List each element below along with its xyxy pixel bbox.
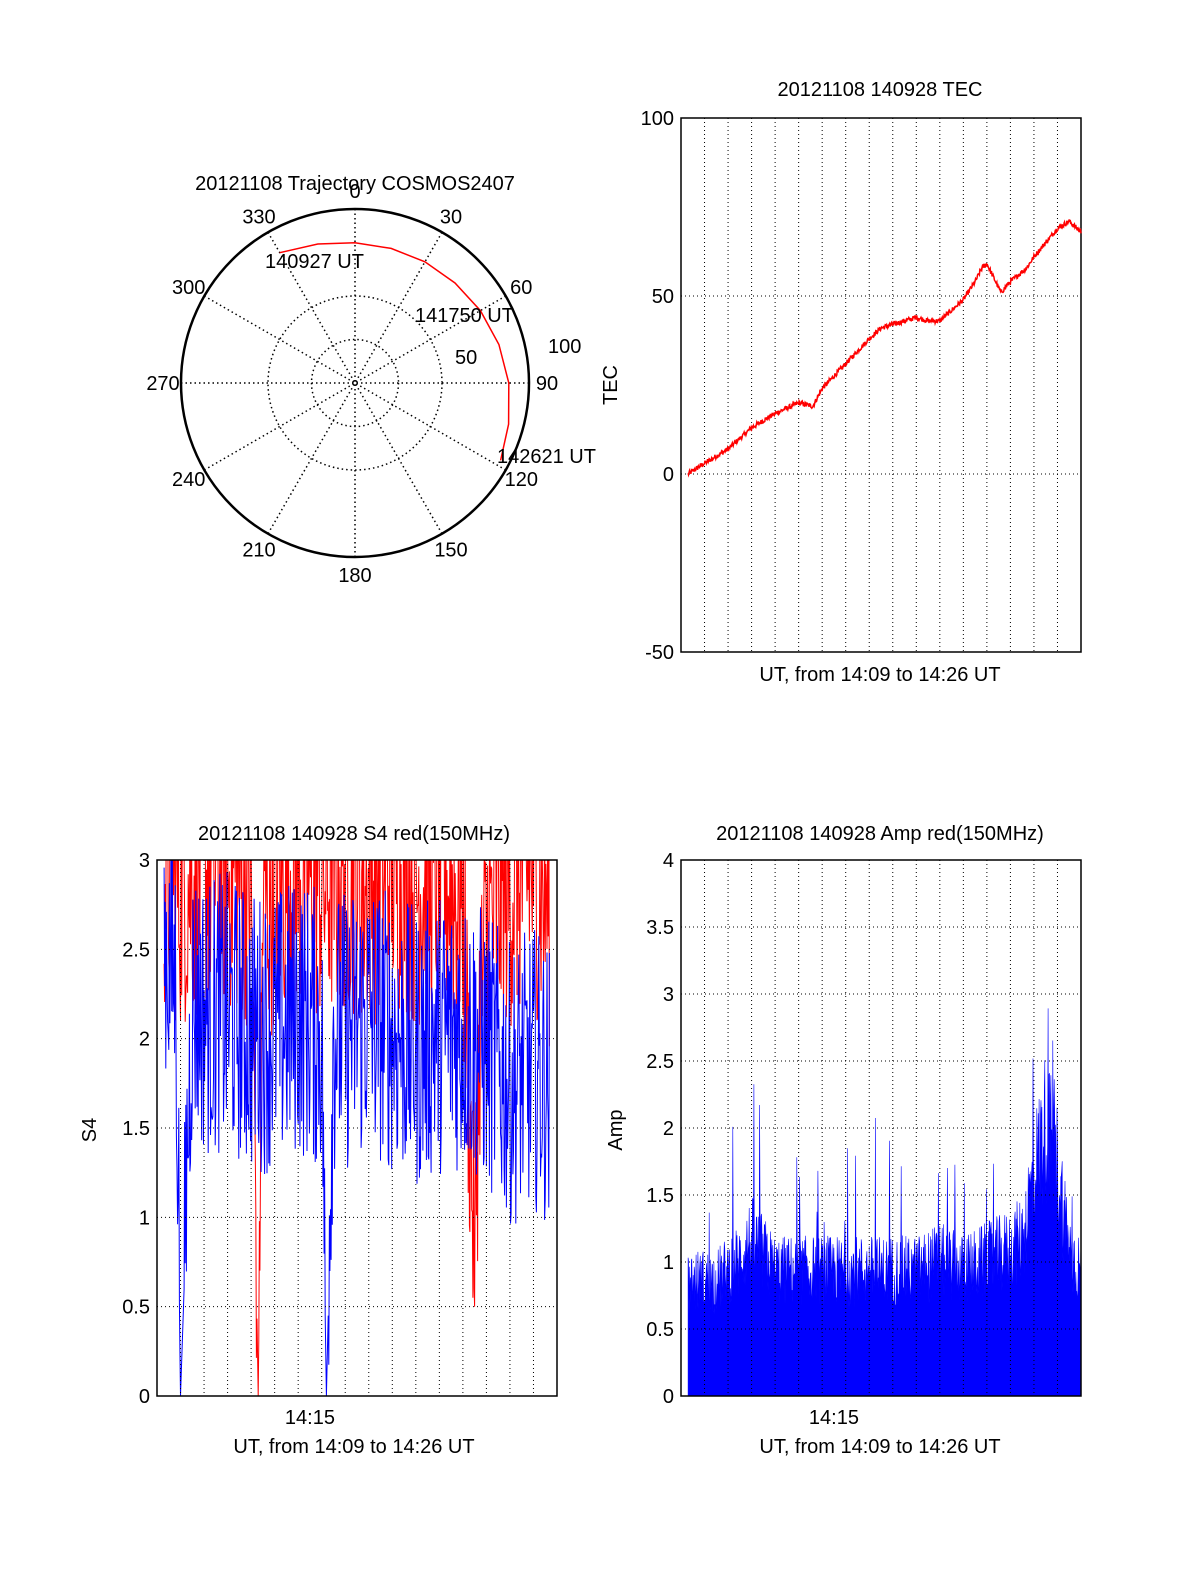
azimuth-label: 30 — [440, 207, 462, 229]
amp-bars — [687, 1008, 1082, 1397]
s4-ytick-label: 1.5 — [122, 1118, 150, 1140]
tec-line-chart: 20121108 140928 TEC UT, from 14:09 to 14… — [600, 79, 1082, 686]
amp-xtick-label: 14:15 — [809, 1407, 859, 1429]
tec-ytick-label: 0 — [663, 464, 674, 486]
azimuth-label: 330 — [242, 207, 275, 229]
tec-series-line — [687, 219, 1082, 478]
s4-ytick-label: 2 — [139, 1029, 150, 1051]
amp-ytick-label: 0.5 — [646, 1319, 674, 1341]
amp-ytick-label: 4 — [663, 850, 674, 872]
s4-ytick-label: 0.5 — [122, 1297, 150, 1319]
azimuth-label: 270 — [146, 373, 179, 395]
s4-ytick-label: 2.5 — [122, 939, 150, 961]
s4-ytick-label: 1 — [139, 1207, 150, 1229]
amp-xlabel: UT, from 14:09 to 14:26 UT — [759, 1436, 1000, 1458]
amp-ytick-label: 3 — [663, 984, 674, 1006]
amp-ytick-label: 1 — [663, 1252, 674, 1274]
azimuth-label: 90 — [536, 373, 558, 395]
amp-ytick-label: 2.5 — [646, 1051, 674, 1073]
radial-label: 100 — [548, 336, 581, 358]
amp-ylabel: Amp — [605, 1109, 627, 1150]
s4-ylabel: S4 — [79, 1118, 101, 1142]
tec-plot-frame — [680, 117, 1082, 653]
s4-series-group — [163, 860, 550, 1396]
azimuth-label: 0 — [349, 181, 360, 203]
tec-title: 20121108 140928 TEC — [778, 79, 983, 101]
tec-ylabel: TEC — [600, 365, 622, 405]
s4-title: 20121108 140928 S4 red(150MHz) — [198, 823, 510, 845]
amp-ytick-label: 0 — [663, 1386, 674, 1408]
azimuth-label: 150 — [434, 539, 467, 561]
trajectory-annotation: 141750 UT — [415, 305, 514, 327]
amp-bar-chart: 20121108 140928 Amp red(150MHz) UT, from… — [605, 823, 1082, 1458]
s4-ytick-label: 3 — [139, 850, 150, 872]
amp-ytick-label: 1.5 — [646, 1185, 674, 1207]
tec-ytick-label: 100 — [641, 108, 674, 130]
trajectory-annotation: 142621 UT — [497, 446, 596, 468]
radial-label: 50 — [455, 347, 477, 369]
azimuth-label: 120 — [505, 469, 538, 491]
s4-series-blue — [163, 860, 550, 1396]
trajectory-track — [279, 242, 510, 461]
azimuth-label: 180 — [338, 565, 371, 587]
s4-line-chart: 20121108 140928 S4 red(150MHz) UT, from … — [79, 823, 558, 1458]
amp-title: 20121108 140928 Amp red(150MHz) — [716, 823, 1044, 845]
trajectory-annotation: 140927 UT — [265, 251, 364, 273]
tec-xlabel: UT, from 14:09 to 14:26 UT — [759, 664, 1000, 686]
amp-ytick-label: 3.5 — [646, 917, 674, 939]
azimuth-label: 240 — [172, 469, 205, 491]
s4-ytick-label: 0 — [139, 1386, 150, 1408]
azimuth-label: 60 — [510, 277, 532, 299]
tec-ytick-label: -50 — [645, 642, 674, 664]
polar-grid-circle — [310, 338, 400, 428]
amp-ytick-label: 2 — [663, 1118, 674, 1140]
s4-xlabel: UT, from 14:09 to 14:26 UT — [233, 1436, 474, 1458]
s4-xtick-label: 14:15 — [285, 1407, 335, 1429]
azimuth-label: 210 — [242, 539, 275, 561]
azimuth-label: 300 — [172, 277, 205, 299]
polar-title: 20121108 Trajectory COSMOS2407 — [195, 173, 515, 195]
tec-ytick-label: 50 — [652, 286, 674, 308]
trajectory-polar-plot: 20121108 Trajectory COSMOS2407 0 30 60 90 12… — [146, 173, 596, 587]
